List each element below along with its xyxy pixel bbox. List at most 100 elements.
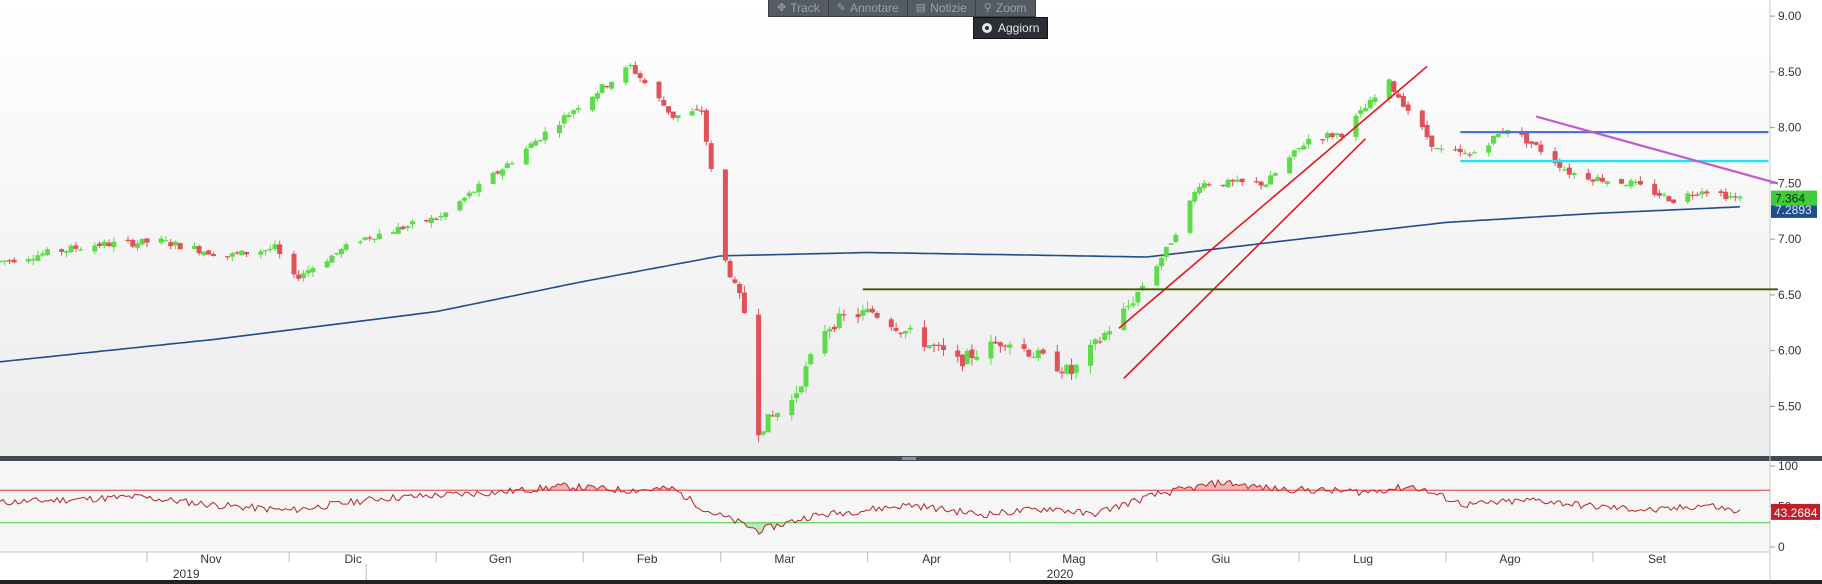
price-tick-label-2: 8.00	[1778, 121, 1802, 135]
candle-body-245	[1623, 185, 1629, 187]
candle-body-91	[599, 84, 605, 93]
candle-body-104	[689, 111, 695, 116]
month-label-1: Dic	[345, 552, 362, 566]
year-label-0: 2019	[173, 567, 200, 581]
candle-body-262	[1732, 196, 1738, 198]
candle-body-109	[722, 169, 728, 261]
candle-body-214	[1419, 110, 1425, 128]
candle-body-31	[201, 251, 207, 256]
candle-body-139	[922, 327, 927, 348]
candle-body-240	[1590, 179, 1596, 182]
candle-body-223	[1472, 152, 1477, 154]
candle-body-119	[789, 400, 795, 416]
candle-body-171	[1130, 303, 1136, 306]
candle-body-231	[1528, 141, 1534, 144]
candle-body-58	[376, 233, 382, 240]
candle-body-33	[210, 254, 216, 256]
annotate-button[interactable]: ✎ Annotare	[829, 0, 908, 16]
candle-body-47	[305, 270, 311, 274]
candle-body-152	[1002, 345, 1008, 347]
candle-body-114	[756, 314, 762, 436]
track-label: Track	[790, 1, 820, 15]
candle-body-131	[865, 308, 871, 313]
candle-body-188	[1239, 178, 1245, 182]
candle-body-80	[528, 143, 534, 148]
candle-body-23	[144, 238, 150, 243]
candle-body-86	[566, 114, 572, 118]
candle-body-112	[737, 284, 743, 294]
candle-body-135	[893, 327, 899, 331]
candle-body-195	[1291, 150, 1297, 157]
candle-body-68	[443, 212, 449, 217]
magnifier-icon: ⚲	[983, 2, 992, 14]
news-button[interactable]: ▤ Notizie	[908, 0, 976, 16]
candle-body-208	[1372, 97, 1378, 102]
price-tick-label-1: 8.50	[1778, 65, 1802, 79]
candle-body-174	[1154, 266, 1160, 286]
candle-body-180	[1192, 192, 1198, 202]
update-button[interactable]: Aggiorn	[973, 17, 1049, 39]
candle-body-153	[1007, 344, 1013, 348]
candle-body-197	[1301, 145, 1307, 150]
candle-body-218	[1438, 148, 1444, 150]
candle-body-126	[831, 326, 837, 330]
month-label-6: Mag	[1062, 552, 1085, 566]
candle-body-70	[462, 197, 468, 201]
candle-body-29	[191, 246, 197, 249]
candle-body-207	[1367, 99, 1373, 109]
candle-body-96	[632, 65, 638, 74]
candle-body-170	[1125, 306, 1131, 308]
candle-body-11	[68, 245, 74, 253]
rsi-tick-label-0: 100	[1778, 459, 1798, 473]
candle-body-13	[78, 249, 84, 251]
candle-body-212	[1400, 96, 1406, 107]
candle-body-76	[500, 169, 506, 176]
price-tick-label-4: 7.00	[1778, 232, 1802, 246]
divider-handle[interactable]	[902, 457, 916, 460]
candle-body-133	[874, 313, 880, 318]
candle-body-235	[1557, 162, 1563, 168]
channel-upper-line	[1118, 65, 1428, 329]
candle-body-40	[263, 250, 268, 252]
candle-body-260	[1723, 191, 1729, 200]
candle-body-36	[234, 252, 240, 254]
candle-body-120	[794, 393, 799, 398]
candle-body-196	[1296, 147, 1302, 150]
candle-body-168	[1106, 331, 1112, 335]
candle-body-243	[1604, 181, 1610, 184]
candle-body-106	[699, 110, 705, 112]
candle-body-234	[1552, 151, 1558, 164]
track-button[interactable]: ✥ Track	[769, 0, 829, 16]
candle-body-34	[225, 256, 231, 258]
zoom-button[interactable]: ⚲ Zoom	[976, 0, 1035, 16]
candle-body-62	[405, 226, 411, 228]
price-tick-label-5: 6.50	[1778, 288, 1802, 302]
candle-body-54	[357, 241, 363, 243]
candle-body-129	[855, 314, 861, 318]
candle-body-213	[1405, 104, 1411, 111]
ma-value-badge	[1771, 202, 1817, 218]
pencil-icon: ✎	[836, 2, 846, 14]
candle-body-191	[1263, 184, 1269, 187]
candle-body-217	[1434, 148, 1440, 150]
candle-body-123	[808, 354, 814, 365]
candle-body-115	[760, 431, 766, 435]
downtrend-line	[1535, 115, 1779, 185]
price-tick-label-3: 7.50	[1778, 176, 1802, 190]
candle-body-75	[495, 171, 501, 174]
candle-body-39	[258, 251, 264, 255]
candle-body-101	[666, 106, 671, 113]
candle-body-92	[604, 86, 610, 88]
candle-body-257	[1699, 191, 1705, 195]
candle-body-65	[428, 217, 434, 224]
candle-body-198	[1306, 138, 1312, 145]
candle-body-167	[1102, 333, 1108, 340]
candle-body-141	[931, 344, 937, 346]
candle-body-59	[391, 232, 396, 234]
candle-body-56	[367, 237, 373, 239]
ma-value-label: 7.2893	[1775, 203, 1812, 217]
candle-body-255	[1690, 194, 1696, 197]
candle-body-116	[765, 414, 771, 433]
candle-body-103	[675, 115, 681, 119]
